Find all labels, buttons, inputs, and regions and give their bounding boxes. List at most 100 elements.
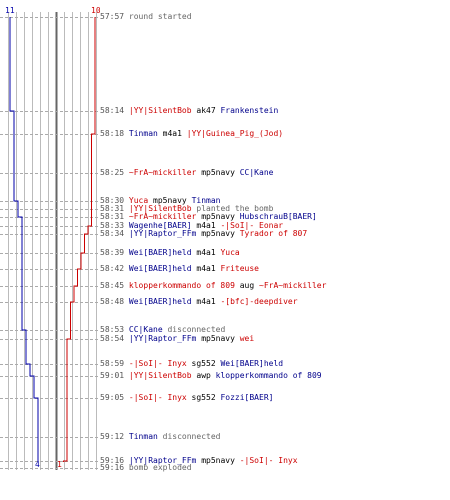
red-start-count: 10 bbox=[91, 6, 100, 15]
event-time: 58:14 bbox=[100, 106, 125, 115]
event-time: 58:33 bbox=[100, 221, 125, 230]
event-time: 58:31 bbox=[100, 204, 125, 213]
player-name: -|SoI|- Inyx bbox=[128, 393, 187, 402]
log-row: 58:54 |YY|Raptor_FFm mp5navy wei bbox=[100, 334, 254, 343]
player-name: -|SoI|- Inyx bbox=[128, 359, 187, 368]
timeline-grid bbox=[8, 12, 97, 470]
event-time: 57:57 bbox=[100, 12, 125, 21]
log-row: 59:05 -|SoI|- Inyx sg552 Fozzi[BAER] bbox=[100, 393, 273, 402]
event-time: 58:48 bbox=[100, 297, 125, 306]
weapon-name: mp5navy bbox=[201, 212, 235, 221]
player-name: -|SoI|- Eonar bbox=[220, 221, 284, 230]
event-row-lines bbox=[0, 17, 99, 469]
log-row: 58:25 ~FrA~mickiller mp5navy CC|Kane bbox=[100, 168, 273, 177]
event-time: 58:34 bbox=[100, 229, 125, 238]
weapon-name: sg552 bbox=[191, 359, 216, 368]
weapon-name: m4a1 bbox=[162, 129, 182, 138]
weapon-name: awp bbox=[196, 371, 211, 380]
player-name: ~FrA~mickiller bbox=[128, 168, 197, 177]
weapon-name: sg552 bbox=[191, 393, 216, 402]
player-name: Tyrador of 807 bbox=[239, 229, 308, 238]
event-text: disconnected bbox=[167, 325, 226, 334]
log-row: 58:53 CC|Kane disconnected bbox=[100, 325, 225, 334]
blue-start-count: 11 bbox=[5, 6, 15, 15]
log-row: 58:30 Yuca mp5navy Tinman bbox=[100, 196, 220, 205]
log-row: 58:45 klopperkommando of 809 aug ~FrA~mi… bbox=[100, 281, 326, 290]
event-time: 58:18 bbox=[100, 129, 125, 138]
log-row: 58:42 Wei[BAER]held m4a1 Friteuse bbox=[100, 264, 259, 273]
event-time: 58:25 bbox=[100, 168, 125, 177]
weapon-name: m4a1 bbox=[196, 248, 216, 257]
event-text: planted the bomb bbox=[196, 204, 274, 213]
weapon-name: m4a1 bbox=[196, 297, 216, 306]
weapon-name: m4a1 bbox=[196, 221, 216, 230]
event-time: 59:16 bbox=[100, 456, 125, 465]
log-row: 57:57 round started bbox=[100, 12, 192, 21]
log-row: 58:18 Tinman m4a1 |YY|Guinea_Pig_(Jod) bbox=[100, 129, 283, 138]
event-text: bomb exploded bbox=[128, 463, 192, 472]
event-text: disconnected bbox=[162, 432, 221, 441]
player-name: wei bbox=[239, 334, 255, 343]
log-row: 58:39 Wei[BAER]held m4a1 Yuca bbox=[100, 248, 240, 257]
event-time: 59:05 bbox=[100, 393, 125, 402]
log-row: 59:01 |YY|SilentBob awp klopperkommando … bbox=[100, 371, 322, 380]
player-name: Tinman bbox=[191, 196, 221, 205]
event-time: 59:01 bbox=[100, 371, 125, 380]
log-row: 58:14 |YY|SilentBob ak47 Frankenstein bbox=[100, 106, 278, 115]
player-name: klopperkommando of 809 bbox=[215, 371, 322, 380]
player-name: Fozzi[BAER] bbox=[220, 393, 274, 402]
player-name: |YY|Raptor_FFm bbox=[128, 456, 197, 465]
player-name: |YY|SilentBob bbox=[128, 106, 192, 115]
team-timeline-graph: 11 10 4 1 bbox=[0, 6, 100, 470]
blue-team-count-line bbox=[9, 17, 39, 462]
player-name: |YY|SilentBob bbox=[128, 371, 192, 380]
player-name: Yuca bbox=[128, 196, 149, 205]
player-name: Wagenhe[BAER] bbox=[128, 221, 192, 230]
player-name: Wei[BAER]held bbox=[128, 264, 192, 273]
weapon-name: mp5navy bbox=[201, 456, 235, 465]
log-row: 58:34 |YY|Raptor_FFm mp5navy Tyrador of … bbox=[100, 229, 307, 238]
log-row: 58:48 Wei[BAER]held m4a1 -[bfc]-deepdive… bbox=[100, 297, 298, 306]
player-name: HubschrauB[BAER] bbox=[239, 212, 317, 221]
log-row: 58:31 ~FrA~mickiller mp5navy HubschrauB[… bbox=[100, 212, 317, 221]
event-time: 58:54 bbox=[100, 334, 125, 343]
player-name: Tinman bbox=[128, 432, 158, 441]
player-name: CC|Kane bbox=[239, 168, 274, 177]
log-row: 59:16 bomb exploded bbox=[100, 463, 192, 472]
weapon-name: mp5navy bbox=[201, 229, 235, 238]
player-name: Yuca bbox=[220, 248, 240, 257]
event-time: 58:31 bbox=[100, 212, 125, 221]
player-name: |YY|Raptor_FFm bbox=[128, 229, 197, 238]
player-name: Tinman bbox=[128, 129, 158, 138]
weapon-name: mp5navy bbox=[153, 196, 187, 205]
log-row: 59:16 |YY|Raptor_FFm mp5navy -|SoI|- Iny… bbox=[100, 456, 298, 465]
player-name: |YY|SilentBob bbox=[128, 204, 192, 213]
event-text: round started bbox=[128, 12, 192, 21]
player-name: |YY|Raptor_FFm bbox=[128, 334, 197, 343]
event-time: 59:12 bbox=[100, 432, 125, 441]
weapon-name: mp5navy bbox=[201, 168, 235, 177]
player-name: -|SoI|- Inyx bbox=[239, 456, 298, 465]
player-name: -[bfc]-deepdiver bbox=[220, 297, 298, 306]
player-name: klopperkommando of 809 bbox=[128, 281, 235, 290]
event-time: 58:45 bbox=[100, 281, 125, 290]
weapon-name: mp5navy bbox=[201, 334, 235, 343]
weapon-name: m4a1 bbox=[196, 264, 216, 273]
log-row: 58:59 -|SoI|- Inyx sg552 Wei[BAER]held bbox=[100, 359, 283, 368]
player-name: Friteuse bbox=[220, 264, 259, 273]
event-time: 59:16 bbox=[100, 463, 125, 472]
player-name: ~FrA~mickiller bbox=[259, 281, 327, 290]
red-team-count-line bbox=[63, 17, 96, 462]
event-time: 58:30 bbox=[100, 196, 125, 205]
player-name: Wei[BAER]held bbox=[128, 248, 192, 257]
event-time: 58:59 bbox=[100, 359, 125, 368]
player-name: Wei[BAER]held bbox=[128, 297, 192, 306]
red-end-count: 1 bbox=[57, 460, 62, 469]
weapon-name: ak47 bbox=[196, 106, 216, 115]
log-row: 58:31 |YY|SilentBob planted the bomb bbox=[100, 204, 273, 213]
event-time: 58:42 bbox=[100, 264, 125, 273]
blue-end-count: 4 bbox=[35, 460, 40, 469]
player-name: CC|Kane bbox=[128, 325, 163, 334]
event-time: 58:39 bbox=[100, 248, 125, 257]
player-name: Wei[BAER]held bbox=[220, 359, 284, 368]
